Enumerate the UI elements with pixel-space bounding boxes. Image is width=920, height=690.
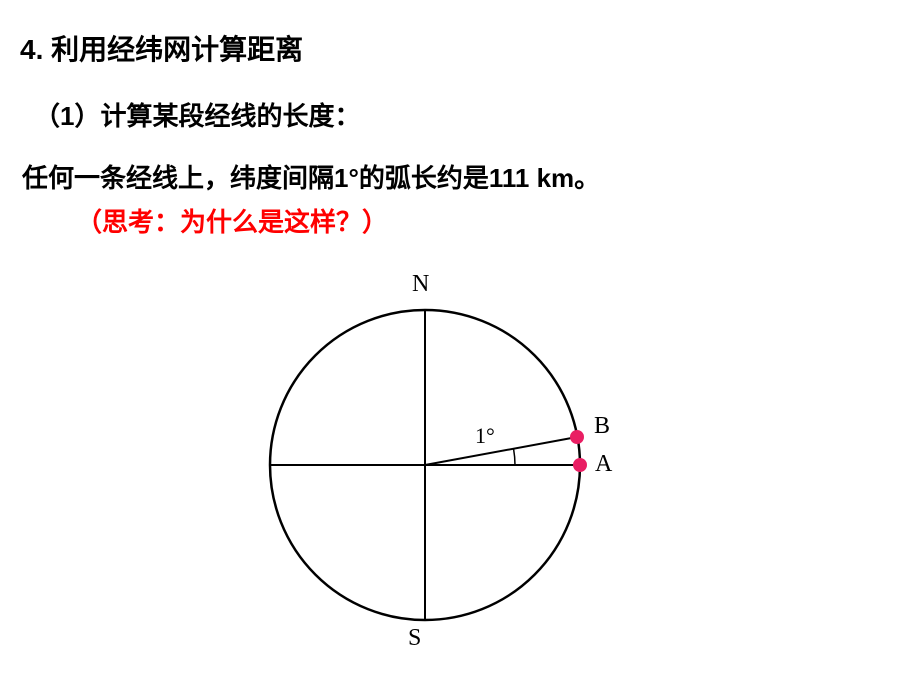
diagram-svg <box>250 265 630 665</box>
label-point-a: A <box>595 451 612 478</box>
label-south: S <box>408 625 421 652</box>
label-north: N <box>412 271 429 298</box>
label-angle: 1° <box>475 423 495 449</box>
label-point-b: B <box>594 413 610 440</box>
globe-diagram: N S A B 1° <box>250 265 630 665</box>
body-text: 任何一条经线上，纬度间隔1°的弧长约是111 km。 <box>22 158 600 195</box>
subsection-title: （1）计算某段经线的长度： <box>34 96 360 133</box>
thinking-prompt: （思考：为什么是这样？） <box>76 202 388 239</box>
section-title: 4. 利用经纬网计算距离 <box>20 28 303 68</box>
